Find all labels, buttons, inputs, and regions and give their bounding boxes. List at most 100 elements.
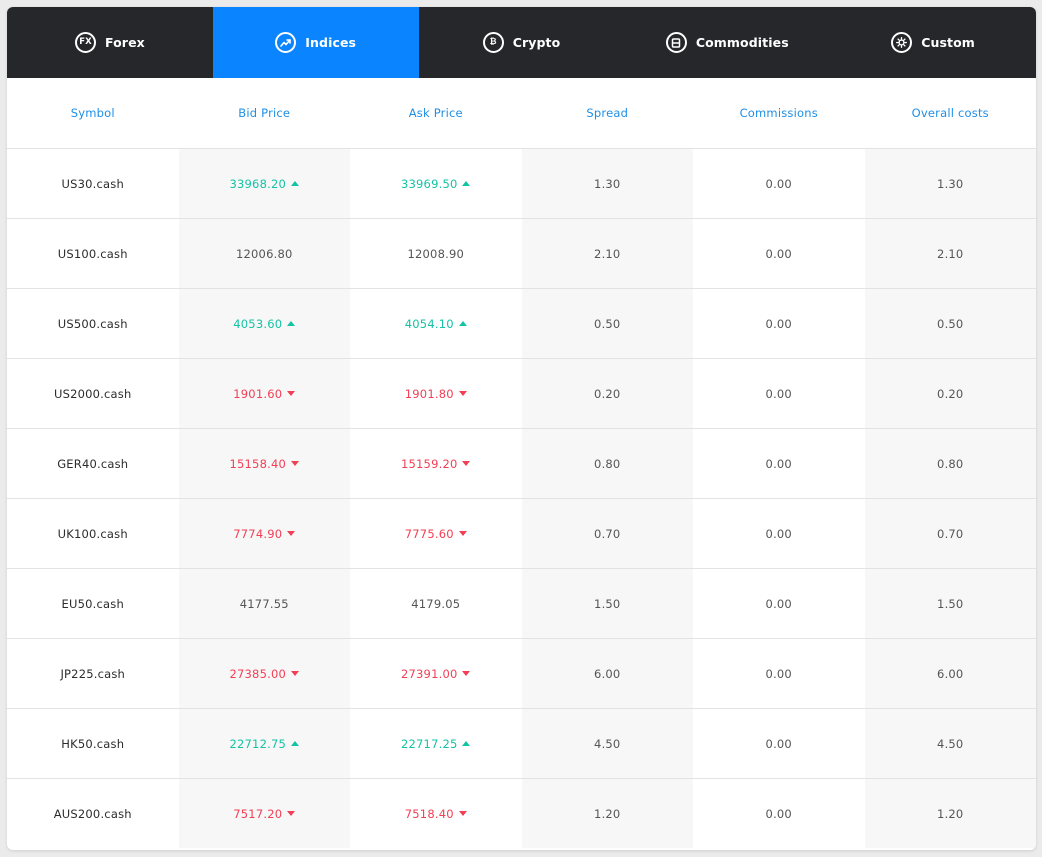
tab-label: Commodities	[695, 35, 789, 50]
overall-costs-value: 4.50	[937, 736, 964, 751]
tab-commodities[interactable]: Commodities	[624, 7, 830, 78]
symbol-text: EU50.cash	[61, 596, 124, 611]
table-row: GER40.cash 15158.40 15159.20 0.80 0.00 0.80	[7, 428, 1036, 499]
ask-price: 15159.20	[401, 457, 471, 471]
cell-ask-price: 33969.50	[350, 148, 522, 219]
arrow-down-icon	[458, 391, 467, 396]
ask-price-value: 12008.90	[407, 246, 464, 261]
cell-commissions: 0.00	[693, 498, 865, 569]
cell-commissions: 0.00	[693, 708, 865, 779]
cell-overall-costs: 0.50	[864, 288, 1036, 359]
overall-costs-value: 2.10	[937, 246, 964, 261]
symbol-text: US500.cash	[57, 316, 128, 331]
overall-costs-value: 1.20	[937, 806, 964, 821]
cell-bid-price: 27385.00	[178, 638, 350, 709]
arrow-down-icon	[290, 671, 299, 676]
arrow-down-icon	[287, 531, 296, 536]
bid-price: 15158.40	[230, 457, 299, 471]
table-row: US100.cash 12006.80 12008.90 2.10 0.00 2.10	[7, 218, 1036, 289]
symbol-text: HK50.cash	[61, 736, 125, 751]
overall-costs-value: 1.30	[937, 176, 964, 191]
spread-value: 2.10	[594, 246, 621, 261]
tab-label: Crypto	[512, 35, 561, 50]
arrow-down-icon	[458, 531, 467, 536]
tab-label: Forex	[104, 35, 145, 50]
cell-symbol: JP225.cash	[7, 638, 179, 709]
cell-commissions: 0.00	[693, 428, 865, 499]
header-symbol[interactable]: Symbol	[7, 78, 179, 149]
cell-bid-price: 1901.60	[178, 358, 350, 429]
bid-price: 4053.60	[233, 317, 296, 331]
arrow-down-icon	[458, 811, 467, 816]
cell-bid-price: 4177.55	[178, 568, 350, 639]
spread-value: 6.00	[594, 666, 621, 681]
instrument-tabs: FX Forex Indices ₿ Crypto Commod	[7, 7, 1036, 78]
commissions-value: 0.00	[765, 386, 792, 401]
commissions-value: 0.00	[765, 316, 792, 331]
cell-spread: 0.20	[521, 358, 693, 429]
cell-symbol: US100.cash	[7, 218, 179, 289]
cell-commissions: 0.00	[693, 568, 865, 639]
overall-costs-value: 0.80	[937, 456, 964, 471]
ask-price: 12008.90	[408, 247, 464, 261]
header-commissions[interactable]: Commissions	[693, 78, 865, 149]
arrow-up-icon	[462, 181, 471, 186]
commissions-value: 0.00	[765, 596, 792, 611]
commodities-icon	[665, 32, 687, 53]
spread-value: 0.50	[594, 316, 621, 331]
tab-custom[interactable]: Custom	[830, 7, 1036, 78]
cell-ask-price: 1901.80	[350, 358, 522, 429]
table-header-row: Symbol Bid Price Ask Price Spread Commis…	[7, 78, 1036, 149]
cell-commissions: 0.00	[693, 779, 865, 849]
tab-forex[interactable]: FX Forex	[7, 7, 213, 78]
cell-spread: 1.20	[521, 778, 693, 848]
cell-ask-price: 7775.60	[350, 498, 522, 569]
overall-costs-value: 0.70	[937, 526, 964, 541]
bid-price-value: 7774.90	[233, 526, 283, 541]
header-ask-price[interactable]: Ask Price	[350, 78, 522, 149]
cell-bid-price: 22712.75	[178, 708, 350, 779]
ask-price: 33969.50	[401, 177, 471, 191]
header-spread[interactable]: Spread	[521, 78, 693, 149]
cell-spread: 0.80	[521, 428, 693, 499]
cell-overall-costs: 6.00	[864, 638, 1036, 709]
tab-crypto[interactable]: ₿ Crypto	[419, 7, 625, 78]
spreads-table: Symbol Bid Price Ask Price Spread Commis…	[7, 78, 1036, 848]
cell-bid-price: 15158.40	[178, 428, 350, 499]
cell-ask-price: 4054.10	[350, 288, 522, 359]
table-row: AUS200.cash 7517.20 7518.40 1.20 0.00 1.20	[7, 778, 1036, 849]
spreads-panel: FX Forex Indices ₿ Crypto Commod	[7, 7, 1036, 850]
arrow-down-icon	[462, 461, 471, 466]
arrow-up-icon	[458, 321, 467, 326]
table-row: JP225.cash 27385.00 27391.00 6.00 0.00 6.00	[7, 638, 1036, 709]
ask-price-value: 1901.80	[404, 386, 454, 401]
cell-overall-costs: 0.80	[864, 428, 1036, 499]
cell-symbol: GER40.cash	[7, 428, 179, 499]
header-bid-price[interactable]: Bid Price	[178, 78, 350, 149]
cell-overall-costs: 2.10	[864, 218, 1036, 289]
arrow-up-icon	[290, 181, 299, 186]
symbol-text: US30.cash	[61, 176, 124, 191]
bid-price-value: 1901.60	[233, 386, 283, 401]
cell-overall-costs: 0.70	[864, 498, 1036, 569]
cell-ask-price: 4179.05	[350, 568, 522, 639]
cell-spread: 0.50	[521, 288, 693, 359]
header-overall-costs[interactable]: Overall costs	[864, 78, 1036, 149]
commissions-value: 0.00	[765, 246, 792, 261]
ask-price: 1901.80	[405, 387, 467, 401]
ask-price: 27391.00	[401, 667, 471, 681]
cell-symbol: UK100.cash	[7, 498, 179, 569]
spread-value: 1.50	[594, 596, 621, 611]
arrow-down-icon	[287, 811, 296, 816]
bid-price-value: 15158.40	[229, 456, 286, 471]
arrow-up-icon	[287, 321, 296, 326]
cell-ask-price: 15159.20	[350, 428, 522, 499]
arrow-up-icon	[462, 741, 471, 746]
bitcoin-icon: ₿	[482, 32, 504, 53]
ask-price: 22717.25	[401, 737, 471, 751]
ask-price-value: 7775.60	[404, 526, 454, 541]
commissions-value: 0.00	[765, 666, 792, 681]
bid-price-value: 33968.20	[229, 176, 286, 191]
cell-spread: 6.00	[521, 638, 693, 709]
tab-indices[interactable]: Indices	[212, 7, 419, 78]
